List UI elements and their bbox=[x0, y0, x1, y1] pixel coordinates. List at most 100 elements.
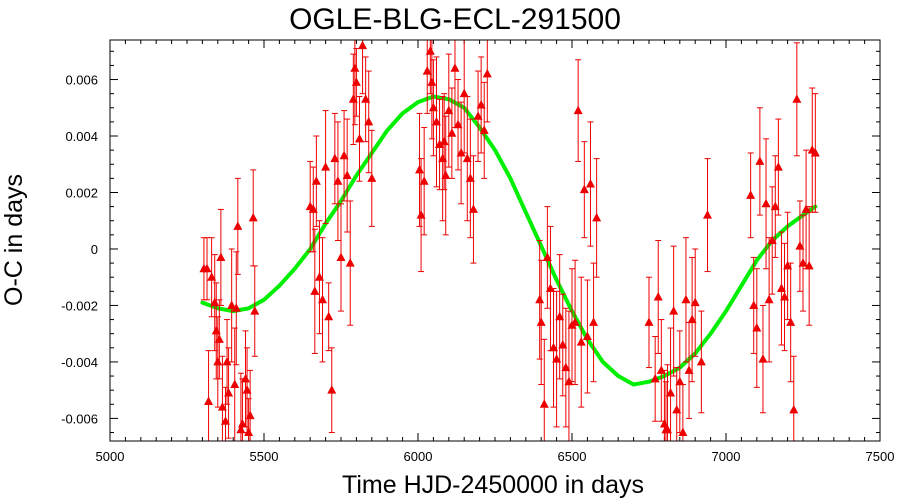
triangle-marker bbox=[465, 173, 475, 182]
triangle-marker bbox=[545, 283, 555, 293]
triangle-marker bbox=[579, 184, 589, 194]
triangle-marker bbox=[236, 424, 246, 434]
data-point bbox=[764, 237, 774, 363]
triangle-marker bbox=[231, 303, 241, 312]
triangle-marker bbox=[476, 99, 486, 109]
data-point bbox=[308, 166, 318, 253]
data-point bbox=[222, 319, 232, 405]
triangle-marker bbox=[789, 404, 799, 414]
triangle-marker bbox=[333, 176, 343, 185]
data-point bbox=[773, 118, 783, 216]
axis-ticks bbox=[109, 40, 881, 441]
data-point bbox=[333, 121, 343, 241]
data-point bbox=[789, 355, 799, 441]
triangle-marker bbox=[589, 317, 599, 326]
triangle-marker bbox=[321, 162, 331, 171]
triangle-marker bbox=[804, 260, 814, 270]
triangle-marker bbox=[427, 77, 437, 86]
data-point bbox=[798, 214, 808, 312]
triangle-marker bbox=[310, 286, 320, 295]
triangle-marker bbox=[330, 153, 340, 163]
triangle-marker bbox=[555, 311, 565, 321]
triangle-marker bbox=[244, 427, 254, 437]
data-point bbox=[435, 98, 445, 191]
data-point bbox=[327, 347, 337, 434]
data-point bbox=[749, 256, 759, 354]
x-tick-label: 7500 bbox=[866, 449, 895, 464]
data-point bbox=[690, 248, 700, 357]
plot-frame bbox=[109, 39, 881, 442]
data-point bbox=[795, 200, 805, 292]
data-point bbox=[350, 40, 360, 126]
y-tick-label: -0.004 bbox=[61, 355, 98, 370]
triangle-marker bbox=[662, 424, 672, 434]
triangle-marker bbox=[468, 204, 478, 213]
triangle-marker bbox=[242, 385, 252, 394]
y-tick-label: 0.002 bbox=[65, 185, 98, 200]
triangle-marker bbox=[345, 258, 355, 267]
triangle-marker bbox=[351, 77, 361, 86]
y-tick-label: -0.006 bbox=[61, 411, 98, 426]
data-point bbox=[431, 56, 441, 188]
data-point bbox=[770, 155, 780, 258]
data-point bbox=[653, 240, 663, 354]
data-point bbox=[792, 42, 802, 157]
data-point bbox=[539, 338, 549, 441]
data-point bbox=[479, 81, 489, 179]
triangle-marker bbox=[653, 291, 663, 301]
data-point bbox=[204, 350, 214, 441]
data-point bbox=[758, 304, 768, 414]
triangle-marker bbox=[684, 365, 694, 374]
data-point bbox=[592, 158, 602, 278]
triangle-marker bbox=[656, 365, 666, 374]
data-point bbox=[318, 237, 328, 363]
data-point bbox=[696, 310, 706, 414]
triangle-marker bbox=[549, 342, 559, 352]
data-point bbox=[367, 129, 377, 227]
data-point bbox=[473, 70, 483, 162]
triangle-marker bbox=[659, 419, 669, 428]
data-point bbox=[687, 256, 697, 383]
triangle-marker bbox=[479, 125, 489, 134]
data-point bbox=[447, 87, 457, 179]
data-point bbox=[582, 279, 592, 394]
data-point bbox=[786, 262, 796, 383]
triangle-marker bbox=[204, 396, 214, 405]
data-point bbox=[761, 138, 771, 270]
triangle-marker bbox=[767, 235, 777, 244]
triangle-marker bbox=[245, 410, 255, 420]
data-point bbox=[216, 208, 226, 306]
triangle-marker bbox=[456, 147, 466, 157]
data-point bbox=[468, 155, 478, 264]
triangle-marker bbox=[336, 252, 346, 261]
triangle-marker bbox=[576, 337, 586, 346]
data-point bbox=[311, 135, 321, 227]
data-point bbox=[552, 290, 562, 428]
data-point bbox=[236, 372, 246, 441]
triangle-marker bbox=[441, 170, 451, 180]
data-point bbox=[233, 177, 243, 275]
data-point bbox=[589, 262, 599, 383]
y-axis-label: O-C in days bbox=[0, 174, 28, 306]
data-point bbox=[644, 276, 654, 369]
triangle-marker bbox=[233, 221, 243, 230]
data-point bbox=[573, 59, 583, 162]
triangle-marker bbox=[211, 325, 221, 335]
data-point bbox=[555, 254, 565, 380]
data-point bbox=[810, 93, 820, 213]
triangle-marker bbox=[342, 170, 352, 180]
triangle-marker bbox=[224, 387, 234, 397]
x-tick-label: 6000 bbox=[404, 449, 433, 464]
triangle-marker bbox=[681, 294, 691, 304]
triangle-marker bbox=[450, 63, 460, 72]
data-point bbox=[354, 95, 364, 182]
triangle-marker bbox=[216, 252, 226, 261]
triangle-marker bbox=[311, 176, 321, 185]
data-point bbox=[358, 40, 368, 95]
triangle-marker bbox=[444, 105, 454, 115]
triangle-marker bbox=[696, 356, 706, 366]
triangle-marker bbox=[207, 272, 217, 281]
triangle-marker bbox=[202, 263, 212, 273]
triangle-marker bbox=[678, 427, 688, 437]
